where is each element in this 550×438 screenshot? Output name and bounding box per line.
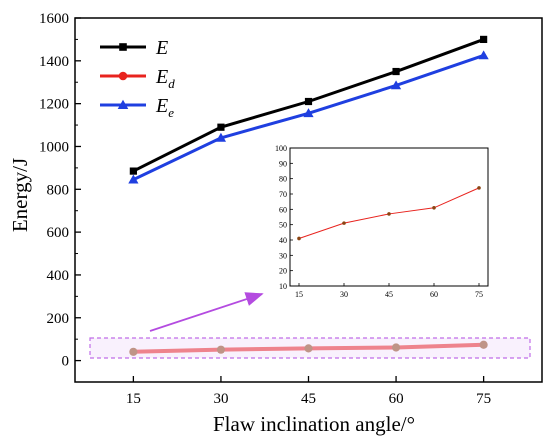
inset-x-tick-label: 15 bbox=[295, 290, 303, 299]
y-axis-title: Energy/J bbox=[8, 158, 32, 232]
inset-series-point bbox=[387, 212, 391, 216]
inset-frame bbox=[289, 147, 489, 287]
series-ee-point bbox=[215, 132, 227, 142]
inset-y-tick-label: 10 bbox=[279, 282, 287, 291]
y-tick-label: 600 bbox=[47, 225, 70, 241]
inset-y-tick-label: 70 bbox=[279, 190, 287, 199]
y-tick-label: 1200 bbox=[39, 97, 69, 113]
inset-series-point bbox=[297, 236, 301, 241]
series-ee-point bbox=[390, 80, 402, 90]
callout-arrow bbox=[149, 292, 264, 332]
legend-label: Ed bbox=[155, 66, 175, 91]
legend-marker bbox=[119, 43, 127, 51]
inset-y-tick-label: 50 bbox=[279, 221, 287, 230]
x-tick-label: 75 bbox=[476, 391, 491, 407]
inset-x-tick-label: 45 bbox=[385, 290, 393, 299]
series-e-point bbox=[304, 97, 313, 106]
series-ee bbox=[128, 50, 489, 184]
x-tick-label: 30 bbox=[213, 391, 228, 407]
series-e-point bbox=[217, 123, 225, 131]
inset-x-tick-label: 60 bbox=[430, 290, 438, 299]
y-tick-label: 1000 bbox=[39, 139, 69, 155]
series-ee-point bbox=[478, 50, 489, 60]
y-tick-label: 200 bbox=[47, 311, 70, 327]
legend-marker bbox=[117, 99, 129, 109]
x-tick-label: 15 bbox=[126, 391, 141, 407]
inset-series-point bbox=[477, 186, 481, 190]
inset-chart: 10 20 30 40 50 60 70 80 90 100 15 30 45 60 75 bbox=[275, 144, 489, 299]
series-e bbox=[129, 35, 488, 175]
inset-series-point bbox=[432, 206, 436, 210]
y-tick-label: 800 bbox=[47, 182, 70, 198]
inset-y-tick-label: 90 bbox=[279, 159, 287, 168]
legend: E Ed Ee bbox=[100, 37, 175, 120]
inset-x-tick-label: 75 bbox=[475, 290, 483, 299]
inset-y-tick-label: 100 bbox=[275, 144, 287, 153]
y-tick-label: 1600 bbox=[39, 11, 69, 27]
x-axis-title: Flaw inclination angle/° bbox=[213, 412, 415, 436]
main-ticks: 15 30 45 60 75 0 200 400 600 800 1000 1200 1400 1600 bbox=[39, 11, 491, 407]
x-tick-label: 45 bbox=[301, 391, 316, 407]
series-e-point bbox=[392, 67, 400, 76]
inset-y-tick-label: 80 bbox=[279, 175, 287, 184]
legend-item-ed: Ed bbox=[100, 66, 175, 91]
inset-y-tick-label: 60 bbox=[279, 205, 287, 214]
legend-item-e: E bbox=[100, 37, 168, 59]
inset-y-tick-label: 40 bbox=[279, 236, 287, 245]
inset-series-point bbox=[342, 221, 346, 225]
x-tick-label: 60 bbox=[389, 391, 404, 407]
series-e-point bbox=[129, 167, 137, 175]
y-tick-label: 1400 bbox=[39, 54, 69, 70]
series-e-point bbox=[480, 35, 488, 44]
legend-marker bbox=[118, 71, 128, 81]
highlight-box bbox=[89, 337, 531, 359]
y-tick-label: 400 bbox=[47, 268, 70, 284]
series-ee-point bbox=[128, 174, 139, 184]
inset-x-tick-label: 30 bbox=[340, 290, 348, 299]
legend-label: Ee bbox=[155, 95, 174, 120]
y-tick-label: 0 bbox=[62, 354, 70, 370]
series-ee-point bbox=[303, 108, 314, 118]
inset-y-tick-label: 30 bbox=[279, 251, 287, 260]
legend-label: E bbox=[155, 37, 168, 59]
inset-y-tick-label: 20 bbox=[279, 267, 287, 276]
legend-item-ee: Ee bbox=[100, 95, 174, 120]
